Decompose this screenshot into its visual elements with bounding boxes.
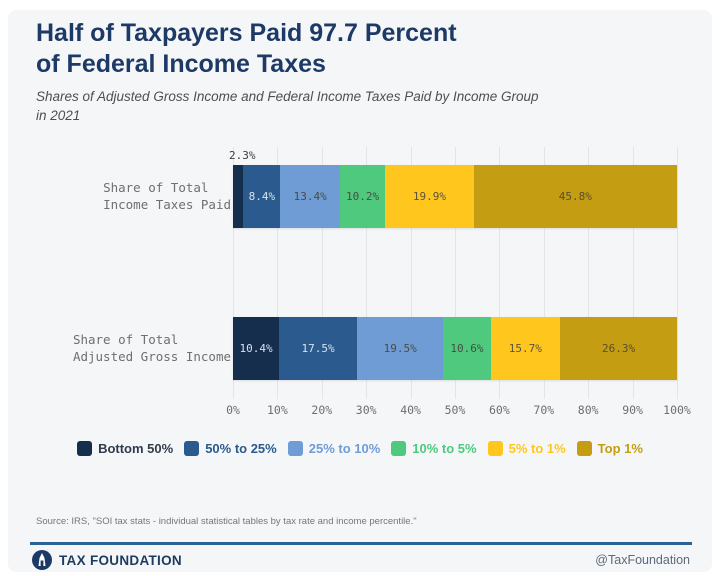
x-axis-tick-label: 30%: [355, 403, 377, 417]
bar-segment: 10.2%: [339, 165, 386, 228]
legend-label: Bottom 50%: [98, 441, 174, 456]
legend-item: 25% to 10%: [287, 441, 381, 456]
legend-label: 10% to 5%: [412, 441, 477, 456]
legend-label: Top 1%: [597, 441, 643, 456]
x-axis-tick-label: 20%: [311, 403, 333, 417]
segment-value-label-outside: 2.3%: [229, 149, 256, 162]
bar-segment: 10.6%: [443, 317, 491, 380]
chart-card: Half of Taxpayers Paid 97.7 Percent of F…: [8, 10, 712, 572]
stacked-bar: 8.4% 13.4% 10.2% 19.9% 45.8%: [233, 165, 677, 228]
segment-value-label: 26.3%: [602, 342, 636, 355]
stacked-bar-chart: 0% 10% 20% 30% 40% 50% 60% 70% 80% 90% 100% Share o…: [8, 10, 712, 572]
x-axis-tick-label: 80%: [577, 403, 599, 417]
gridline: [410, 147, 412, 399]
bar-segment: 19.9%: [385, 165, 474, 228]
x-axis-tick-label: 60%: [489, 403, 510, 417]
legend-swatch: [287, 441, 303, 456]
bar-segment: 17.5%: [279, 317, 357, 380]
stacked-bar: 10.4% 17.5% 19.5% 10.6% 15.7% 26.3%: [233, 317, 677, 380]
bar-segment: 26.3%: [560, 317, 677, 380]
gridline: [499, 147, 501, 399]
segment-value-label: 19.5%: [383, 342, 417, 355]
bar-segment: 15.7%: [490, 317, 561, 380]
segment-value-label: 17.5%: [301, 342, 335, 355]
bar-segment: 8.4%: [243, 165, 281, 228]
x-axis-tick-label: 10%: [267, 403, 288, 417]
twitter-handle: @TaxFoundation: [595, 553, 690, 567]
legend-swatch: [576, 441, 592, 456]
legend-item: 5% to 1%: [487, 441, 566, 456]
brand-block: TAX FOUNDATION: [32, 550, 182, 570]
legend-swatch: [77, 441, 93, 456]
gridline: [233, 147, 234, 399]
category-label: Share of Total Adjusted Gross Income: [72, 331, 231, 365]
x-axis-tick-label: 70%: [533, 403, 555, 417]
gridline: [632, 147, 634, 399]
legend-item: 50% to 25%: [184, 441, 277, 456]
page-title: Half of Taxpayers Paid 97.7 Percent of F…: [36, 19, 457, 78]
tax-foundation-logo-icon: [32, 550, 52, 570]
bar-segment: [233, 165, 244, 228]
segment-value-label: 15.7%: [508, 342, 542, 355]
legend-swatch: [184, 441, 200, 456]
bar-segment: 10.4%: [233, 317, 280, 380]
category-label: Share of Total Income Taxes Paid: [103, 179, 231, 213]
footer-divider: [30, 542, 692, 545]
gridline: [277, 147, 279, 399]
source-note: Source: IRS, "SOI tax stats - individual…: [36, 516, 417, 527]
legend-label: 5% to 1%: [508, 441, 566, 456]
gridline: [321, 147, 323, 399]
segment-value-label: 10.2%: [346, 190, 380, 203]
legend-label: 25% to 10%: [308, 441, 381, 456]
brand-name: TAX FOUNDATION: [59, 552, 182, 568]
page-subtitle: Shares of Adjusted Gross Income and Fede…: [36, 89, 539, 123]
bar-segment: 45.8%: [473, 165, 677, 228]
x-axis-tick-label: 90%: [622, 403, 643, 417]
gridline: [588, 147, 590, 399]
legend-label: 50% to 25%: [205, 441, 277, 456]
segment-value-label: 19.9%: [412, 190, 446, 203]
x-axis-tick-label: 100%: [663, 403, 691, 417]
legend-item: Bottom 50%: [77, 441, 173, 456]
legend-item: 10% to 5%: [391, 441, 477, 456]
segment-value-label: 13.4%: [293, 190, 327, 203]
segment-value-label: 10.4%: [239, 342, 273, 355]
gridline: [543, 147, 545, 399]
legend-swatch: [391, 441, 407, 456]
x-axis-tick-label: 0%: [226, 403, 240, 417]
segment-value-label: 10.6%: [450, 342, 484, 355]
legend-item: Top 1%: [576, 441, 643, 456]
legend-swatch: [487, 441, 503, 456]
bar-segment: 13.4%: [280, 165, 340, 228]
x-axis-tick-label: 40%: [400, 403, 421, 417]
chart-legend: Bottom 50% 50% to 25% 25% to 10% 10% to 5% 5…: [8, 441, 712, 456]
gridline: [455, 147, 456, 399]
x-axis-tick-label: 50%: [444, 403, 466, 417]
gridline: [677, 147, 678, 399]
segment-value-label: 8.4%: [248, 190, 276, 203]
gridline: [366, 147, 368, 399]
bar-segment: 19.5%: [356, 317, 444, 380]
segment-value-label: 45.8%: [558, 190, 592, 203]
